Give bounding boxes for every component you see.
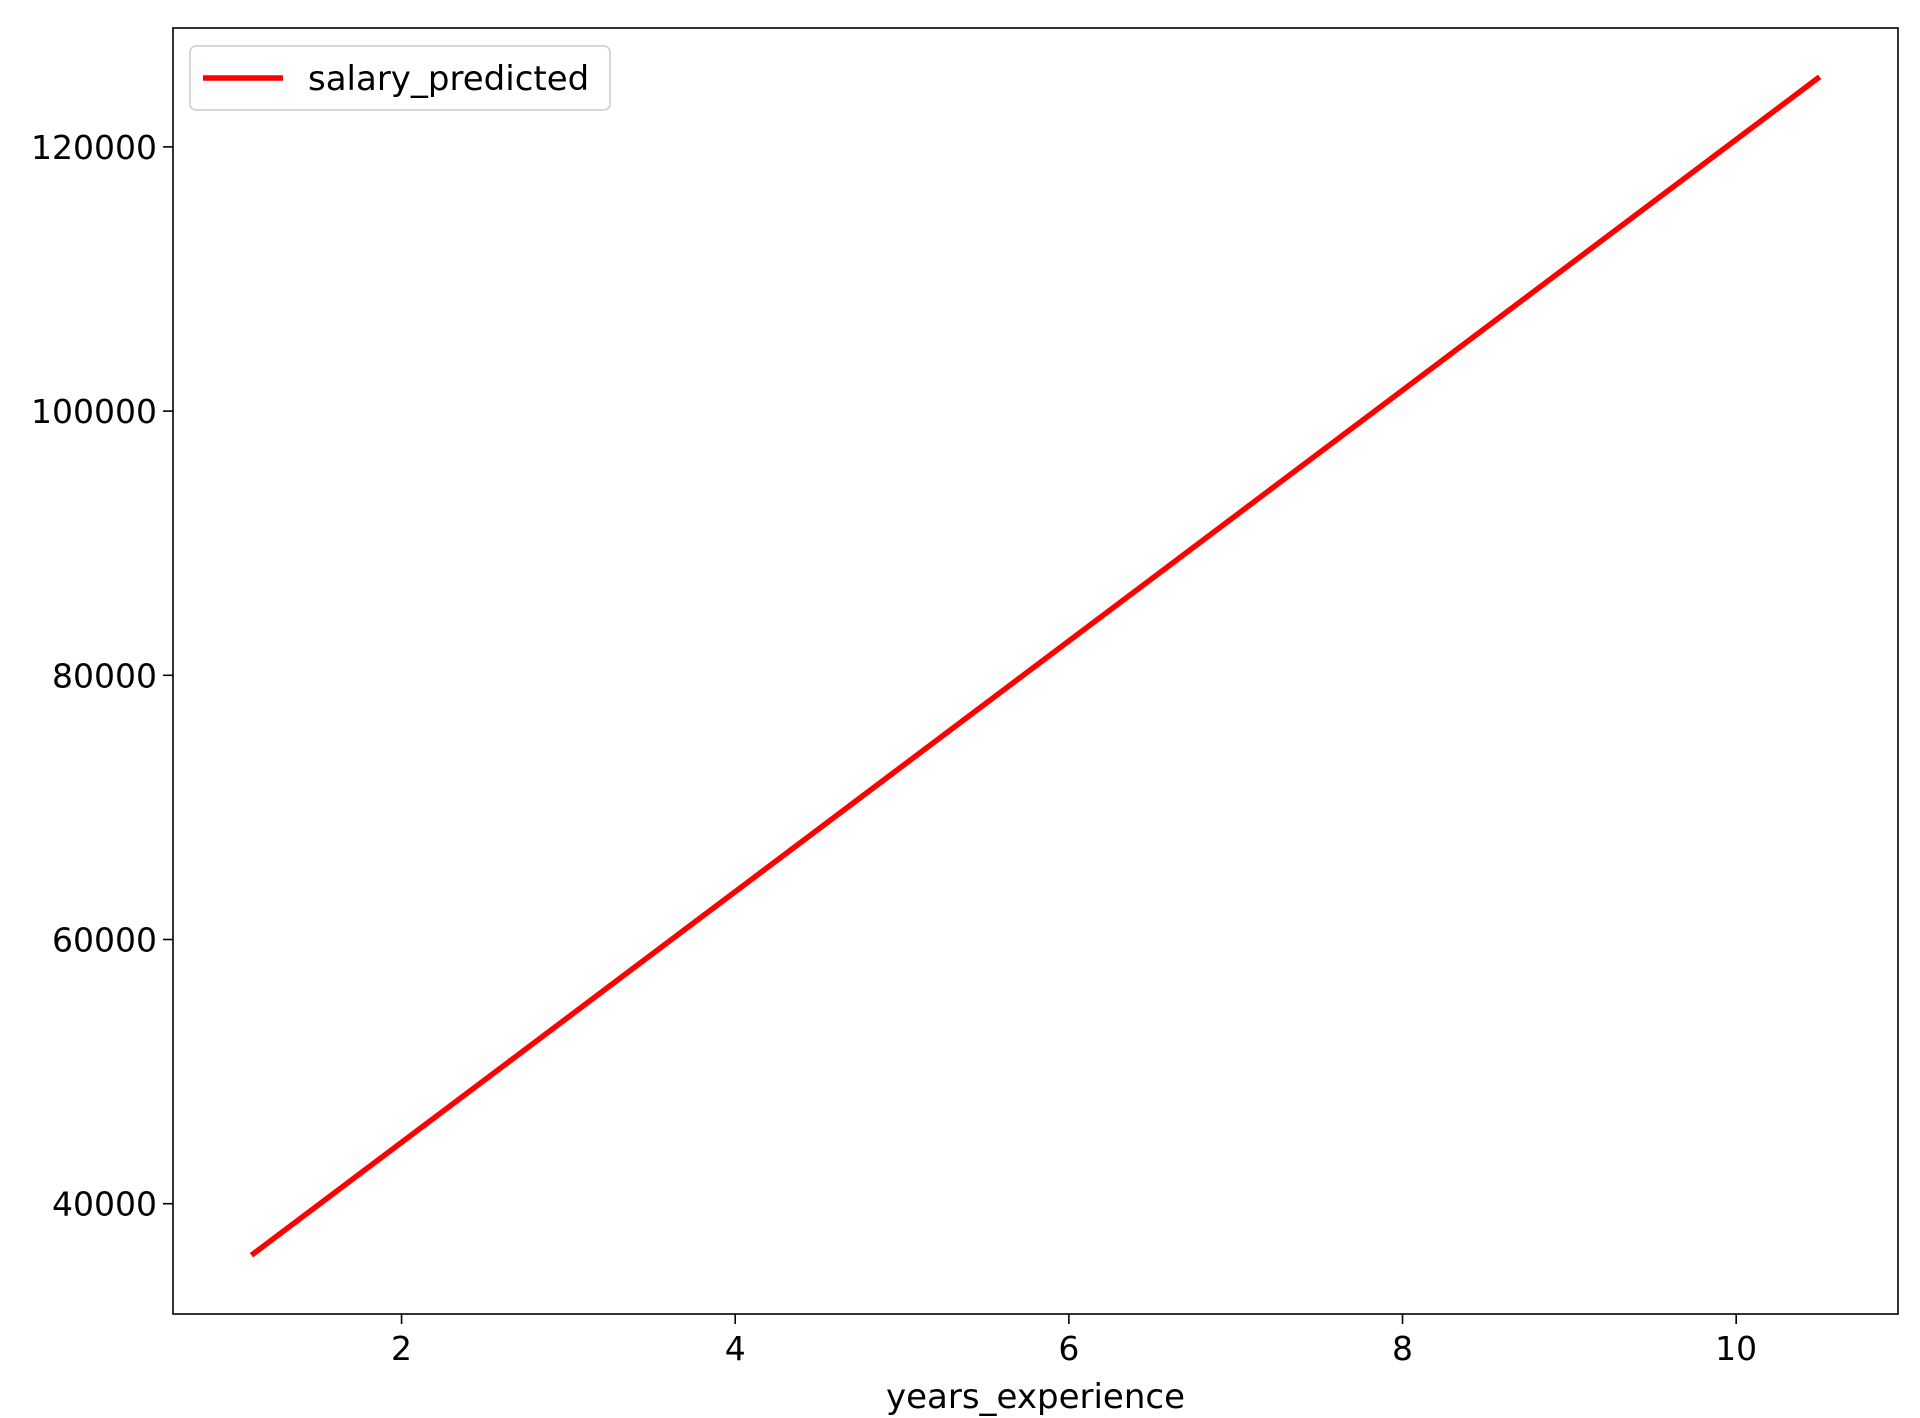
y-tick-label: 120000: [31, 128, 157, 167]
x-tick-label: 4: [725, 1329, 746, 1368]
x-tick-label: 6: [1058, 1329, 1079, 1368]
x-axis: 2 4 6 8 10: [391, 1314, 1757, 1368]
legend-box: [189, 45, 611, 111]
x-tick-label: 8: [1392, 1329, 1413, 1368]
y-axis: 40000 60000 80000 100000 120000: [31, 128, 173, 1224]
x-axis-label: years_experience: [886, 1377, 1185, 1417]
x-tick-label: 2: [391, 1329, 412, 1368]
plot-area: [172, 27, 1899, 1315]
legend-label: salary_predicted: [308, 59, 589, 99]
y-tick-label: 100000: [31, 392, 157, 431]
y-tick-label: 80000: [52, 656, 157, 695]
y-tick-label: 60000: [52, 920, 157, 959]
series-line-salary_predicted: [249, 74, 1822, 1258]
series-layer: [249, 74, 1822, 1258]
x-tick-label: 10: [1715, 1329, 1757, 1368]
legend: salary_predicted: [189, 45, 611, 111]
y-tick-label: 40000: [52, 1185, 157, 1224]
plot-frame: [172, 27, 1899, 1315]
